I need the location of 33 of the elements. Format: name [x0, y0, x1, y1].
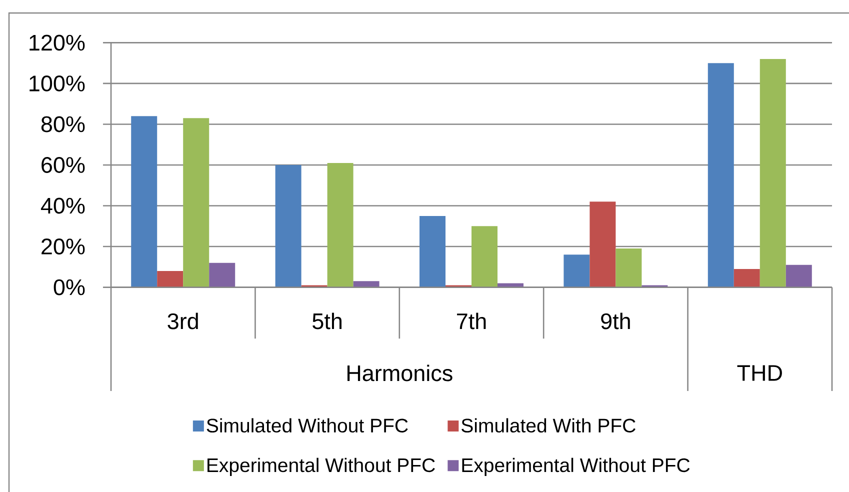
- x-tick-label: 7th: [457, 312, 486, 330]
- y-tick-label: 40%: [40, 198, 85, 214]
- legend-label: Experimental Without PFC: [462, 458, 690, 476]
- y-tick-label: 80%: [41, 116, 85, 132]
- bar: [157, 270, 184, 288]
- bar: [472, 226, 498, 288]
- y-tick-label: 100%: [30, 75, 85, 92]
- x-tick-label: 9th: [601, 312, 630, 330]
- bar: [590, 202, 616, 288]
- x-tick-label: 3rd: [168, 312, 198, 330]
- text: THD: [737, 365, 782, 381]
- bar: [209, 262, 236, 288]
- bar: [183, 118, 210, 288]
- bar: [734, 268, 760, 288]
- bar: [131, 116, 158, 288]
- text: Harmonics: [347, 364, 452, 382]
- y-tick-label: 20%: [42, 238, 85, 254]
- bar: [353, 281, 380, 288]
- bar: [616, 248, 642, 288]
- bar: [420, 216, 446, 288]
- bar: [708, 63, 734, 288]
- y-tick-label: 120%: [30, 34, 85, 51]
- bar: [760, 59, 786, 288]
- x-tick-label: 5th: [312, 312, 342, 330]
- legend-label: Experimental Without PFC: [208, 458, 435, 476]
- legend-label: Simulated Without PFC: [206, 418, 408, 433]
- y-tick-label: 60%: [42, 157, 85, 173]
- y-tick-label: 0%: [54, 279, 85, 296]
- bar: [327, 162, 354, 288]
- bar: [564, 254, 590, 288]
- bar: [786, 264, 812, 288]
- bar: [275, 164, 302, 288]
- legend-label: Simulated With PFC: [462, 418, 636, 433]
